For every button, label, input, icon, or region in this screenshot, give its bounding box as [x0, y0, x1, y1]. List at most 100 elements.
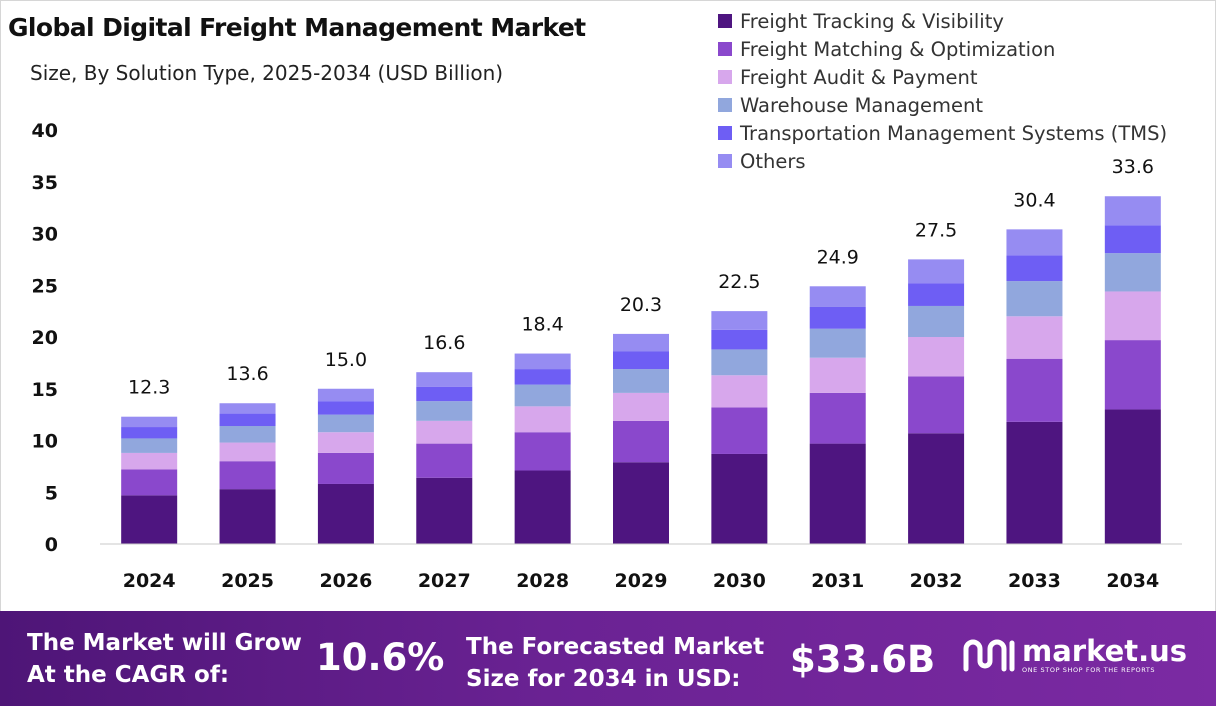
bar-segment [711, 375, 768, 408]
legend-label: Freight Tracking & Visibility [740, 9, 1004, 33]
bar-segment [613, 333, 669, 352]
total-label: 27.5 [915, 219, 957, 241]
x-tick-label: 2032 [910, 570, 963, 592]
bar-segment [809, 357, 866, 393]
cagr-label-line2: At the CAGR of: [27, 662, 230, 688]
bar-segment [809, 286, 866, 307]
forecast-label-line2: Size for 2034 in USD: [466, 666, 741, 692]
bar-segment [416, 401, 473, 421]
cagr-value: 10.6% [316, 636, 445, 679]
bar-segment [1006, 358, 1063, 422]
bar-segment [416, 372, 473, 387]
bar-segment [908, 376, 965, 434]
x-tick-label: 2024 [123, 570, 176, 592]
total-label: 24.9 [817, 246, 859, 268]
bar-segment [514, 470, 571, 544]
bar-segment [416, 386, 473, 402]
bar-segment [908, 305, 965, 337]
y-tick-label: 30 [32, 224, 58, 246]
bar-segment [1104, 196, 1161, 226]
total-label: 30.4 [1013, 189, 1055, 211]
legend: Freight Tracking & Visibility Freight Ma… [718, 7, 1167, 175]
x-tick-label: 2033 [1008, 570, 1061, 592]
bar-segment [317, 388, 374, 402]
logo-name: market.us [1022, 634, 1188, 668]
y-tick-label: 25 [32, 275, 58, 297]
bar-segment [809, 328, 866, 358]
legend-item: Freight Tracking & Visibility [718, 7, 1167, 35]
total-label: 13.6 [226, 363, 268, 385]
bar-segment [908, 433, 965, 544]
market-us-logo: market.us ONE STOP SHOP FOR THE REPORTS [962, 635, 1187, 675]
bar-segment [514, 369, 571, 385]
x-tick-label: 2027 [418, 570, 471, 592]
bar-segment [514, 406, 571, 433]
y-tick-label: 40 [32, 120, 58, 142]
legend-item: Transportation Management Systems (TMS) [718, 119, 1167, 147]
bar-segment [711, 349, 768, 376]
bar-segment [121, 469, 178, 496]
bar-segment [219, 426, 276, 443]
bar-segment [711, 329, 768, 350]
bar-segment [1006, 281, 1063, 317]
bar-segment [219, 403, 276, 414]
bar-segment [219, 461, 276, 490]
bar-segment [1104, 340, 1161, 410]
cagr-label: The Market will Grow At the CAGR of: [27, 627, 302, 691]
x-tick-label: 2028 [516, 570, 569, 592]
total-label: 15.0 [325, 349, 367, 371]
forecast-label: The Forecasted Market Size for 2034 in U… [466, 631, 764, 695]
bar-segment [809, 443, 866, 544]
y-tick-label: 5 [45, 482, 58, 504]
legend-label: Transportation Management Systems (TMS) [740, 121, 1168, 145]
bar-segment [613, 420, 669, 463]
legend-swatch [718, 126, 732, 140]
bar-segment [1006, 316, 1063, 359]
logo-icon [963, 639, 1015, 672]
bar-segment [908, 337, 965, 377]
forecast-label-line1: The Forecasted Market [466, 634, 765, 660]
y-tick-label: 15 [32, 379, 58, 401]
bar-segment [121, 495, 178, 544]
bar-segment [613, 351, 669, 370]
total-label: 22.5 [718, 271, 760, 293]
bar-segment [219, 442, 276, 462]
bar-segment [317, 432, 374, 453]
bar-segment [514, 353, 571, 370]
bar-segment [1104, 225, 1161, 254]
chart-subtitle: Size, By Solution Type, 2025-2034 (USD B… [30, 61, 504, 85]
bar-segment [613, 369, 669, 393]
legend-swatch [718, 98, 732, 112]
bar-segment [219, 489, 276, 544]
legend-swatch [718, 42, 732, 56]
x-tick-label: 2030 [713, 570, 766, 592]
bar-segment [317, 401, 374, 415]
y-tick-label: 0 [45, 534, 58, 556]
bar-segment [416, 443, 473, 478]
bar-segment [613, 462, 669, 544]
legend-label: Freight Matching & Optimization [740, 37, 1056, 61]
bar-segment [809, 392, 866, 444]
bar-segment [1006, 229, 1063, 256]
bar-segment [317, 452, 374, 484]
bar-segment [219, 413, 276, 427]
y-tick-label: 20 [32, 327, 58, 349]
x-tick-label: 2025 [221, 570, 274, 592]
bar-segment [121, 416, 178, 428]
bar-segment [317, 483, 374, 544]
legend-label: Warehouse Management [740, 93, 984, 117]
total-label: 18.4 [521, 314, 563, 336]
bar-segment [711, 407, 768, 454]
summary-banner: The Market will Grow At the CAGR of: 10.… [0, 611, 1216, 706]
total-label: 20.3 [620, 294, 662, 316]
logo-tagline: ONE STOP SHOP FOR THE REPORTS [1022, 666, 1156, 674]
legend-swatch [718, 14, 732, 28]
legend-item: Others [718, 147, 1167, 175]
y-tick-label: 35 [32, 172, 58, 194]
bar-segment [1104, 409, 1161, 544]
bar-segment [809, 306, 866, 329]
total-label: 12.3 [128, 377, 170, 399]
bar-segment [121, 427, 178, 439]
bar-segment [613, 392, 669, 421]
bar-segment [121, 438, 178, 453]
